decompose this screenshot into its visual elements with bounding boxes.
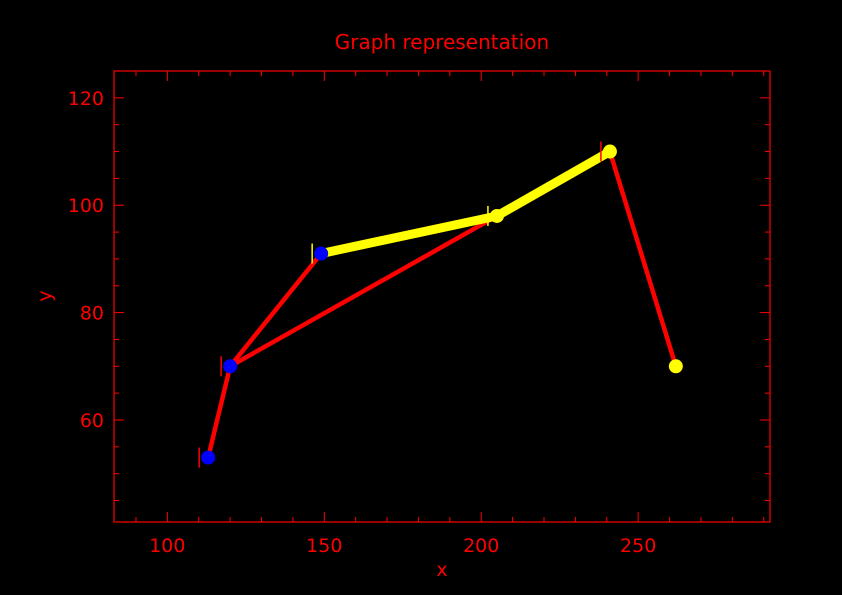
graph-node [602,144,617,159]
graph-edge [227,251,324,369]
graph-edge [205,364,233,460]
x-axis-title: x [436,559,447,581]
graph-edge [227,213,500,369]
graph-node [668,359,683,374]
graph-edge [492,147,615,221]
graph-node [223,359,238,374]
x-tick-label: 150 [306,535,342,557]
graph-node [201,450,216,465]
plot-area [198,141,683,468]
x-tick-label: 250 [620,535,656,557]
graph-edge [316,211,502,259]
x-tick-label: 200 [463,535,499,557]
x-tick-label: 100 [149,535,185,557]
graph-node [314,246,329,261]
graph-node [489,208,504,223]
y-tick-label: 100 [68,195,104,217]
y-tick-label: 120 [68,88,104,110]
y-tick-label: 60 [80,410,104,432]
plot-frame [113,70,771,523]
y-axis-title: y [34,290,56,301]
y-tick-label: 80 [80,303,104,325]
chart-title: Graph representation [335,30,549,54]
graph-edge [607,149,679,369]
